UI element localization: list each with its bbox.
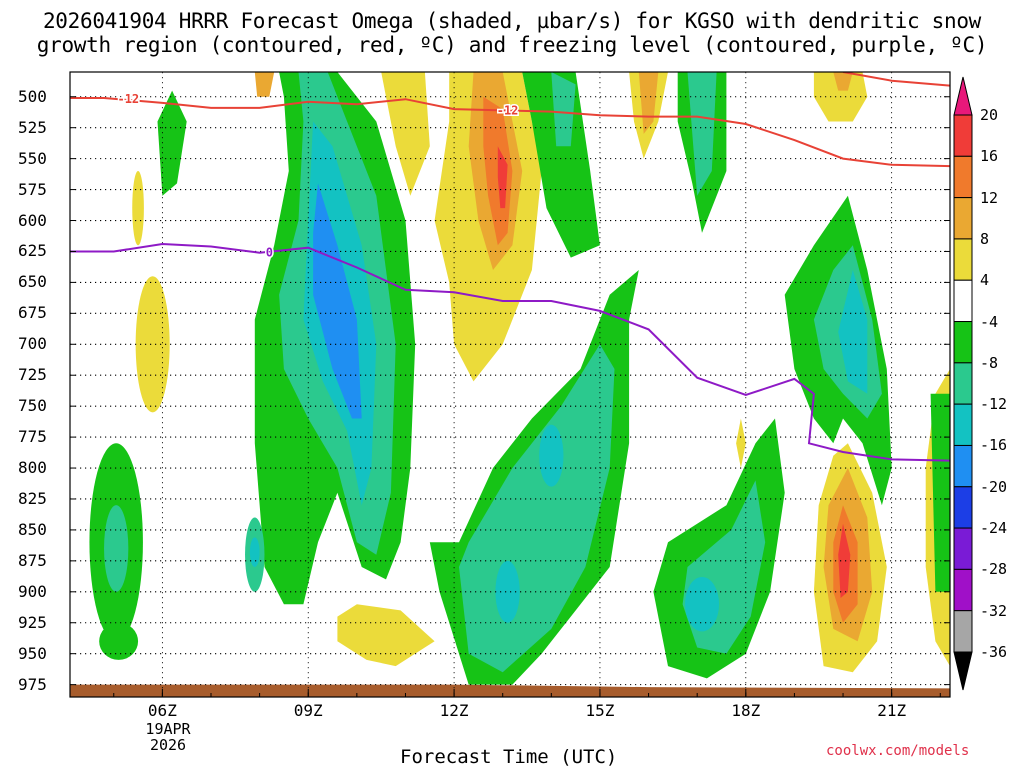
colorbar-bin bbox=[953, 362, 973, 405]
y-tick-label: 550 bbox=[18, 148, 47, 168]
y-tick-label: 500 bbox=[18, 86, 47, 106]
omega-cyan-lower-1 bbox=[495, 560, 520, 623]
contour-label-red-left: -12 bbox=[117, 92, 139, 106]
plot-frame bbox=[69, 71, 951, 698]
colorbar bbox=[953, 76, 973, 691]
y-tick-label: 975 bbox=[18, 674, 47, 694]
colorbar-bin bbox=[953, 197, 973, 240]
colorbar-label: -12 bbox=[980, 395, 1008, 414]
omega-mint-upper-17z bbox=[687, 72, 717, 196]
omega-green-left-upper bbox=[157, 90, 187, 196]
y-tick-label: 825 bbox=[18, 488, 47, 508]
y-tick-label: 950 bbox=[18, 643, 47, 663]
y-tick-label: 725 bbox=[18, 365, 47, 385]
omega-red-core-1 bbox=[497, 146, 508, 209]
contour-0 bbox=[70, 97, 950, 168]
y-tick-label: 525 bbox=[18, 117, 47, 137]
colorbar-label: 20 bbox=[980, 106, 999, 124]
y-tick-label: 600 bbox=[18, 210, 47, 230]
terrain-ground bbox=[70, 684, 950, 697]
omega-yellow-small-940 bbox=[337, 604, 435, 667]
omega-blue-core bbox=[313, 183, 362, 419]
y-tick-label: 675 bbox=[18, 303, 47, 323]
colorbar-bin bbox=[953, 527, 973, 570]
colorbar-label: -20 bbox=[980, 477, 1008, 496]
omega-cyan-lower-right bbox=[685, 576, 720, 632]
colorbar-label: 16 bbox=[980, 147, 999, 166]
colorbar-label: -8 bbox=[980, 353, 999, 372]
colorbar-label: -16 bbox=[980, 436, 1008, 455]
omega-orange-upper-15z bbox=[638, 72, 659, 134]
y-tick-label: 875 bbox=[18, 550, 47, 570]
colorbar-bin bbox=[953, 321, 973, 364]
omega-green-upper-mid bbox=[522, 72, 600, 258]
omega-mint-left-lower bbox=[104, 505, 129, 592]
omega-yellow-left-tall bbox=[135, 276, 170, 413]
contour-2 bbox=[842, 72, 950, 87]
colorbar-top-arrow bbox=[953, 76, 973, 116]
omega-cyan-right-column bbox=[838, 270, 868, 394]
x-tick-label: 09Z bbox=[293, 701, 323, 720]
y-tick-label: 575 bbox=[18, 179, 47, 199]
colorbar-bin bbox=[953, 155, 973, 199]
chart-title-line-2: growth region (contoured, red, ºC) and f… bbox=[36, 33, 988, 57]
x-tick-label: 06Z bbox=[147, 701, 177, 720]
omega-red-core-2 bbox=[838, 523, 851, 598]
y-tick-label: 775 bbox=[18, 427, 47, 447]
x-axis-title: Forecast Time (UTC) bbox=[400, 746, 618, 768]
colorbar-label: -32 bbox=[980, 601, 1008, 620]
x-tick-label: 12Z bbox=[439, 701, 469, 720]
omega-green-left-bottom bbox=[99, 622, 139, 660]
colorbar-bin bbox=[953, 279, 973, 323]
colorbar-label: -24 bbox=[980, 519, 1008, 538]
chart-title-line-1: 2026041904 HRRR Forecast Omega (shaded, … bbox=[42, 9, 982, 33]
colorbar-bin bbox=[953, 114, 973, 157]
y-tick-label: 625 bbox=[18, 241, 47, 261]
y-tick-label: 650 bbox=[18, 272, 47, 292]
contour-label-purple: 0 bbox=[266, 246, 273, 260]
site-credit-link[interactable]: coolwx.com/models bbox=[826, 743, 970, 759]
colorbar-label: 12 bbox=[980, 188, 999, 207]
shading-layer: -12 -12 0 bbox=[70, 72, 950, 697]
colorbar-bin bbox=[953, 486, 973, 529]
colorbar-label: 8 bbox=[980, 229, 990, 248]
y-tick-label: 800 bbox=[18, 458, 47, 478]
date-label-day: 19APR bbox=[145, 720, 191, 738]
omega-orange-top-right bbox=[833, 72, 853, 91]
colorbar-label: -28 bbox=[980, 560, 1008, 579]
date-label-year: 2026 bbox=[149, 736, 187, 754]
colorbar-label: 4 bbox=[980, 271, 990, 290]
colorbar-bin bbox=[953, 238, 973, 281]
y-tick-label: 700 bbox=[18, 334, 47, 354]
contour-1 bbox=[70, 242, 950, 462]
colorbar-bin bbox=[953, 444, 973, 488]
omega-white-gap bbox=[740, 72, 775, 122]
contour-label-red-right: -12 bbox=[497, 103, 519, 117]
omega-orange-top-left bbox=[254, 72, 275, 97]
omega-mint-upper-mid bbox=[551, 72, 576, 147]
colorbar-label: -36 bbox=[980, 643, 1008, 661]
omega-yellow-left bbox=[381, 72, 430, 196]
y-tick-label: 925 bbox=[18, 612, 47, 632]
x-tick-label: 18Z bbox=[731, 701, 761, 720]
colorbar-label: -4 bbox=[980, 312, 999, 331]
colorbar-bin bbox=[953, 610, 973, 653]
omega-cyan-lower-2 bbox=[539, 424, 564, 487]
y-tick-label: 850 bbox=[18, 519, 47, 539]
colorbar-bottom-arrow bbox=[953, 651, 973, 691]
omega-yellow-sliver bbox=[736, 418, 746, 468]
colorbar-bin bbox=[953, 568, 973, 612]
omega-green-right-edge bbox=[930, 393, 950, 592]
x-tick-label: 15Z bbox=[585, 701, 615, 720]
x-tick-label: 21Z bbox=[877, 701, 907, 720]
omega-yellow-left-thin bbox=[132, 171, 144, 246]
y-tick-label: 750 bbox=[18, 396, 47, 416]
omega-cyan-small-827 bbox=[249, 537, 260, 568]
colorbar-bin bbox=[953, 403, 973, 446]
y-tick-label: 900 bbox=[18, 581, 47, 601]
